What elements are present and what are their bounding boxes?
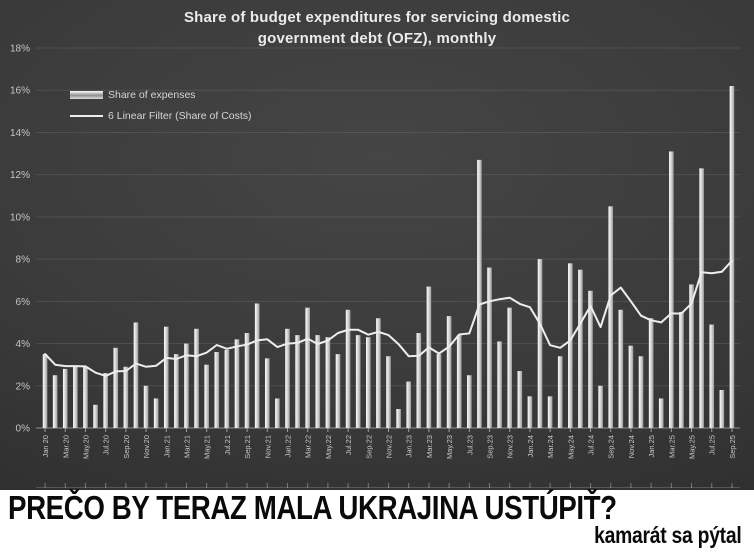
legend-item-bars: Share of expenses — [70, 84, 252, 105]
svg-text:Sep.25: Sep.25 — [728, 435, 737, 459]
svg-text:Jul.25: Jul.25 — [708, 435, 717, 455]
svg-text:Jan.21: Jan.21 — [162, 435, 171, 458]
svg-text:Mar.23: Mar.23 — [425, 435, 434, 458]
svg-text:Jan.25: Jan.25 — [647, 435, 656, 458]
svg-text:May.21: May.21 — [203, 435, 212, 459]
chart-title-line2: government debt (OFZ), monthly — [257, 30, 497, 47]
svg-text:May.20: May.20 — [81, 435, 90, 459]
svg-text:6%: 6% — [16, 297, 31, 308]
svg-text:May.24: May.24 — [566, 435, 575, 459]
svg-text:Nov.23: Nov.23 — [506, 435, 515, 458]
svg-text:10%: 10% — [10, 212, 30, 223]
legend-label-bars: Share of expenses — [108, 88, 196, 101]
chart-title: Share of budget expenditures for servici… — [0, 7, 754, 49]
banner-byline: kamarát sa pýtal — [593, 522, 742, 548]
svg-text:0%: 0% — [16, 424, 31, 435]
svg-text:May.23: May.23 — [445, 435, 454, 459]
banner-headline: PREČO BY TERAZ MALA UKRAJINA USTÚPIŤ? — [8, 489, 617, 526]
svg-text:Jan 20: Jan 20 — [41, 435, 50, 458]
svg-text:Mar.20: Mar.20 — [61, 435, 70, 458]
svg-text:Jan.24: Jan.24 — [526, 435, 535, 458]
svg-text:May.25: May.25 — [688, 435, 697, 459]
chart-title-line1: Share of budget expenditures for servici… — [183, 9, 571, 26]
svg-text:12%: 12% — [10, 170, 30, 181]
svg-text:14%: 14% — [10, 128, 30, 139]
chart-legend: Share of expenses 6 Linear Filter (Share… — [70, 84, 252, 126]
legend-item-line: 6 Linear Filter (Share of Costs) — [70, 105, 252, 126]
chart-canvas: 0% 2% 4% 6% 8% 10% 12% 14% 16% 18% Jan 20 Mar.20 May… — [10, 44, 740, 488]
svg-text:Jan.22: Jan.22 — [283, 435, 292, 458]
svg-text:Sep.21: Sep.21 — [243, 435, 252, 459]
svg-text:Jul.22: Jul.22 — [344, 435, 353, 455]
svg-text:Sep.20: Sep.20 — [122, 435, 131, 459]
svg-text:May.22: May.22 — [324, 435, 333, 459]
svg-text:18%: 18% — [10, 44, 30, 55]
bar-series-swatch — [70, 90, 103, 99]
svg-text:Nov.22: Nov.22 — [385, 435, 394, 458]
legend-label-line: 6 Linear Filter (Share of Costs) — [108, 109, 252, 122]
svg-text:8%: 8% — [16, 255, 31, 266]
svg-text:16%: 16% — [10, 86, 30, 97]
svg-text:2%: 2% — [16, 381, 31, 392]
svg-text:Jul.23: Jul.23 — [465, 435, 474, 455]
line-series-swatch — [70, 114, 103, 117]
svg-text:Sep.24: Sep.24 — [607, 435, 616, 459]
svg-text:Mar.24: Mar.24 — [546, 435, 555, 458]
chart-panel: 0% 2% 4% 6% 8% 10% 12% 14% 16% 18% Jan 20 Mar.20 May… — [0, 0, 754, 490]
svg-text:Nov.20: Nov.20 — [142, 435, 151, 458]
svg-text:Sep.23: Sep.23 — [486, 435, 495, 459]
svg-text:Jan.23: Jan.23 — [405, 435, 414, 458]
svg-text:Nov.24: Nov.24 — [627, 435, 636, 458]
svg-text:4%: 4% — [16, 339, 31, 350]
svg-text:Jul.20: Jul.20 — [102, 435, 111, 455]
svg-text:Jul.24: Jul.24 — [587, 435, 596, 455]
svg-text:Jul.21: Jul.21 — [223, 435, 232, 455]
svg-text:Mar.25: Mar.25 — [667, 435, 676, 458]
caption-banner: PREČO BY TERAZ MALA UKRAJINA USTÚPIŤ? ka… — [0, 489, 754, 555]
svg-text:Mar.21: Mar.21 — [182, 435, 191, 458]
svg-text:Nov.21: Nov.21 — [263, 435, 272, 458]
svg-text:Sep.22: Sep.22 — [364, 435, 373, 459]
svg-text:Mar.22: Mar.22 — [304, 435, 313, 458]
